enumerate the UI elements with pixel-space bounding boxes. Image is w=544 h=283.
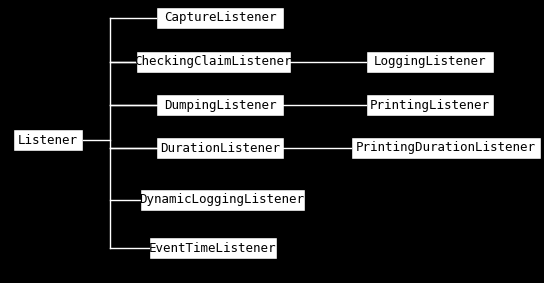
Text: PrintingDurationListener: PrintingDurationListener: [356, 142, 536, 155]
FancyBboxPatch shape: [135, 51, 290, 73]
Text: DumpingListener: DumpingListener: [164, 98, 276, 112]
FancyBboxPatch shape: [13, 129, 83, 151]
FancyBboxPatch shape: [351, 137, 541, 159]
Text: DynamicLoggingListener: DynamicLoggingListener: [139, 194, 305, 207]
FancyBboxPatch shape: [156, 137, 284, 159]
FancyBboxPatch shape: [139, 189, 305, 211]
Text: LoggingListener: LoggingListener: [374, 55, 486, 68]
Text: PrintingListener: PrintingListener: [370, 98, 490, 112]
Text: CaptureListener: CaptureListener: [164, 12, 276, 25]
FancyBboxPatch shape: [149, 237, 277, 259]
FancyBboxPatch shape: [366, 94, 494, 116]
Text: CheckingClaimListener: CheckingClaimListener: [134, 55, 292, 68]
Text: Listener: Listener: [18, 134, 78, 147]
FancyBboxPatch shape: [366, 51, 494, 73]
FancyBboxPatch shape: [156, 7, 284, 29]
FancyBboxPatch shape: [156, 94, 284, 116]
Text: EventTimeListener: EventTimeListener: [149, 241, 277, 254]
Text: DurationListener: DurationListener: [160, 142, 280, 155]
